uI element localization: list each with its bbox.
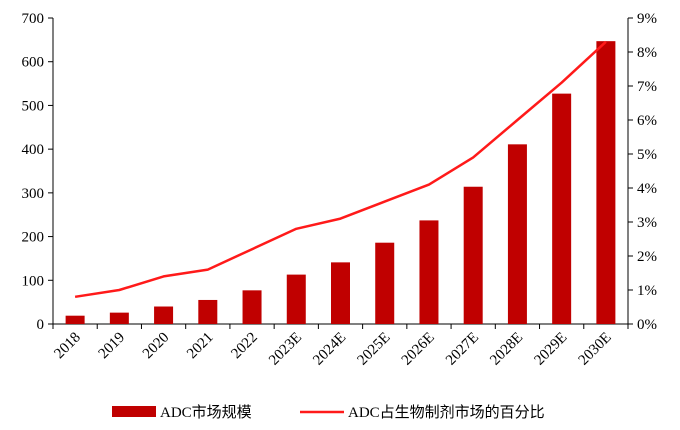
x-tick-label: 2022 bbox=[228, 330, 261, 363]
x-tick-label: 2026E bbox=[399, 330, 438, 369]
legend: ADC市场规模 ADC占生物制剂市场的百分比 bbox=[112, 404, 545, 421]
y-right-tick-label: 7% bbox=[637, 79, 657, 95]
legend-swatch-bar bbox=[112, 406, 156, 417]
bar-2018 bbox=[65, 315, 85, 324]
legend-label-line: ADC占生物制剂市场的百分比 bbox=[348, 404, 545, 421]
x-tick-label: 2023E bbox=[266, 330, 305, 369]
y-right-tick-label: 0% bbox=[637, 317, 657, 333]
x-tick-label: 2025E bbox=[355, 330, 394, 369]
line-percentage bbox=[74, 40, 607, 299]
bar-2021 bbox=[198, 299, 218, 324]
x-tick-label: 2020 bbox=[140, 330, 173, 363]
y-left-tick-label: 200 bbox=[22, 230, 45, 246]
x-tick-label: 2027E bbox=[443, 330, 482, 369]
bar-2030E bbox=[596, 41, 616, 324]
bar-2024E bbox=[331, 262, 350, 324]
y-left-tick-label: 500 bbox=[22, 98, 45, 114]
x-tick-label: 2024E bbox=[310, 330, 349, 369]
bar-2025E bbox=[375, 242, 395, 324]
bar-2020 bbox=[154, 306, 174, 324]
y-right-tick-label: 8% bbox=[637, 45, 657, 61]
bar-2029E bbox=[552, 93, 572, 324]
bar-2022 bbox=[242, 290, 262, 324]
x-tick-label: 2028E bbox=[487, 330, 526, 369]
x-tick-labels: 2018 2019 2020 2021 2022 2023E 2024E 2025E 2026E… bbox=[51, 330, 614, 369]
bar-series bbox=[65, 41, 616, 324]
y-left-tick-label: 400 bbox=[22, 142, 45, 158]
legend-label-bar: ADC市场规模 bbox=[160, 404, 252, 421]
y-right-tick-label: 5% bbox=[637, 147, 657, 163]
x-tick-label: 2019 bbox=[96, 330, 129, 363]
x-tick-label: 2030E bbox=[576, 330, 615, 369]
y-right-tick-label: 4% bbox=[637, 181, 657, 197]
y-left-tick-label: 600 bbox=[22, 55, 45, 71]
y-left-tick-label: 700 bbox=[22, 11, 45, 27]
bar-2027E bbox=[463, 186, 483, 324]
bar-2023E bbox=[286, 274, 306, 324]
bar-2028E bbox=[507, 144, 527, 324]
y-right-tick-label: 3% bbox=[637, 215, 657, 231]
x-tick-label: 2021 bbox=[184, 330, 217, 363]
axes: 0 100 200 300 400 500 600 700 0% 1% 2% 3% 4% 5% 6% 7% 8%… bbox=[22, 11, 658, 333]
y-left-tick-label: 300 bbox=[22, 186, 45, 202]
x-tick-label: 2029E bbox=[531, 330, 570, 369]
bar-2026E bbox=[419, 220, 439, 324]
y-right-tick-label: 6% bbox=[637, 113, 657, 129]
line-series bbox=[74, 40, 607, 299]
y-right-tick-label: 2% bbox=[637, 249, 657, 265]
y-left-tick-label: 0 bbox=[37, 317, 45, 333]
y-right-tick-label: 9% bbox=[637, 11, 657, 27]
y-right-tick-label: 1% bbox=[637, 283, 657, 299]
bar-2019 bbox=[109, 312, 129, 324]
x-tick-label: 2018 bbox=[51, 330, 84, 363]
y-left-tick-label: 100 bbox=[22, 273, 45, 289]
